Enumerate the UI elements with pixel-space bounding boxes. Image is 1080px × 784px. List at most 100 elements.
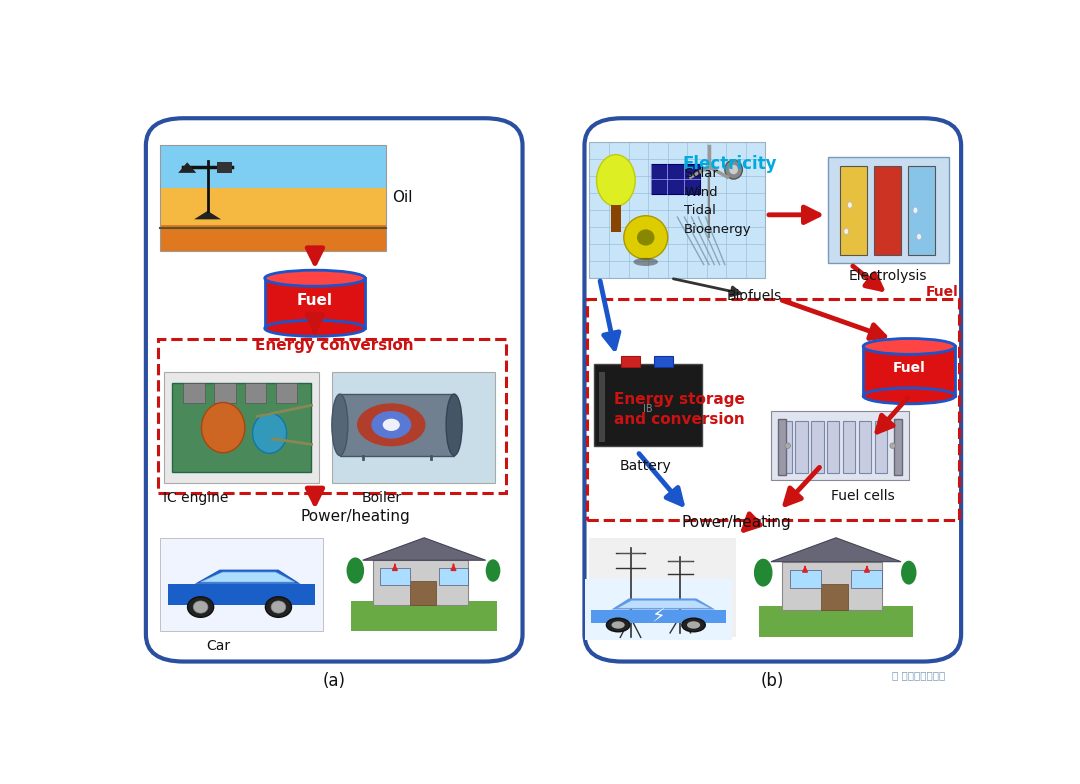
Text: (a): (a) bbox=[323, 672, 346, 690]
Bar bbox=[245, 383, 267, 403]
Bar bbox=[160, 538, 323, 631]
Bar bbox=[160, 145, 387, 209]
Bar bbox=[380, 568, 409, 585]
Ellipse shape bbox=[606, 618, 630, 632]
Bar bbox=[651, 164, 700, 194]
Bar bbox=[164, 372, 320, 484]
Bar bbox=[160, 187, 387, 230]
Bar bbox=[599, 372, 605, 442]
Bar bbox=[827, 422, 839, 474]
Text: Boiler: Boiler bbox=[362, 492, 402, 506]
Text: Oil: Oil bbox=[393, 191, 413, 205]
Bar bbox=[172, 383, 311, 472]
Bar bbox=[594, 364, 702, 446]
Text: Electricity: Electricity bbox=[683, 154, 777, 172]
Bar bbox=[778, 419, 786, 475]
Bar bbox=[332, 372, 495, 484]
Bar bbox=[842, 422, 855, 474]
Ellipse shape bbox=[634, 258, 658, 266]
Ellipse shape bbox=[253, 413, 286, 453]
Text: Fuel: Fuel bbox=[893, 361, 926, 376]
Ellipse shape bbox=[193, 601, 208, 613]
Bar bbox=[859, 422, 872, 474]
Ellipse shape bbox=[863, 339, 956, 354]
Ellipse shape bbox=[266, 597, 292, 617]
Text: 🔰 中国工程院院刊: 🔰 中国工程院院刊 bbox=[892, 670, 945, 680]
Bar bbox=[653, 356, 673, 367]
Bar bbox=[590, 538, 735, 637]
Bar bbox=[782, 561, 882, 609]
Bar bbox=[409, 581, 436, 605]
Bar bbox=[874, 166, 901, 255]
Text: Battery: Battery bbox=[620, 459, 672, 474]
Ellipse shape bbox=[754, 559, 772, 586]
Ellipse shape bbox=[725, 160, 742, 179]
Text: IB: IB bbox=[644, 405, 653, 415]
Polygon shape bbox=[363, 538, 486, 561]
Bar bbox=[851, 570, 882, 587]
Ellipse shape bbox=[265, 321, 365, 336]
Text: IC engine: IC engine bbox=[163, 492, 229, 506]
Ellipse shape bbox=[729, 165, 738, 174]
Bar bbox=[811, 422, 824, 474]
Bar bbox=[863, 347, 956, 396]
Text: Fuel: Fuel bbox=[926, 285, 959, 299]
Bar bbox=[214, 383, 235, 403]
Polygon shape bbox=[201, 572, 295, 582]
Bar bbox=[875, 422, 887, 474]
Polygon shape bbox=[178, 162, 197, 172]
Ellipse shape bbox=[611, 621, 624, 629]
Ellipse shape bbox=[202, 402, 245, 452]
Polygon shape bbox=[617, 600, 711, 608]
Ellipse shape bbox=[596, 154, 635, 206]
Text: Energy storage
and conversion: Energy storage and conversion bbox=[613, 392, 744, 426]
Text: (b): (b) bbox=[761, 672, 784, 690]
Ellipse shape bbox=[624, 216, 667, 260]
Bar bbox=[159, 339, 505, 492]
Text: Power/heating: Power/heating bbox=[300, 509, 410, 524]
Bar bbox=[590, 143, 766, 278]
Ellipse shape bbox=[848, 201, 852, 209]
Ellipse shape bbox=[332, 394, 348, 456]
Polygon shape bbox=[194, 211, 221, 220]
Polygon shape bbox=[591, 609, 726, 623]
Polygon shape bbox=[168, 584, 315, 605]
Text: Electrolysis: Electrolysis bbox=[849, 269, 928, 283]
FancyBboxPatch shape bbox=[146, 118, 523, 662]
Ellipse shape bbox=[372, 411, 411, 438]
Bar bbox=[610, 205, 621, 232]
Ellipse shape bbox=[681, 618, 705, 632]
Bar bbox=[183, 383, 204, 403]
Bar bbox=[758, 605, 914, 637]
Bar bbox=[438, 568, 468, 585]
Bar bbox=[265, 278, 365, 328]
Ellipse shape bbox=[890, 443, 895, 448]
Ellipse shape bbox=[265, 270, 365, 286]
Text: Biofuels: Biofuels bbox=[727, 289, 782, 303]
Bar bbox=[373, 561, 468, 605]
Bar bbox=[351, 601, 498, 631]
Ellipse shape bbox=[382, 419, 400, 431]
Text: Power/heating: Power/heating bbox=[681, 515, 791, 530]
Bar bbox=[780, 422, 792, 474]
Ellipse shape bbox=[486, 559, 500, 582]
Bar bbox=[275, 383, 297, 403]
Bar bbox=[789, 570, 821, 587]
Ellipse shape bbox=[446, 394, 462, 456]
Ellipse shape bbox=[637, 229, 654, 245]
Bar bbox=[217, 162, 232, 172]
FancyBboxPatch shape bbox=[584, 118, 961, 662]
Ellipse shape bbox=[271, 601, 286, 613]
Ellipse shape bbox=[357, 403, 426, 446]
Ellipse shape bbox=[901, 561, 917, 585]
Text: Fuel cells: Fuel cells bbox=[832, 489, 895, 503]
Text: Car: Car bbox=[206, 639, 231, 652]
Bar bbox=[821, 583, 849, 609]
Bar bbox=[585, 579, 732, 641]
Bar bbox=[894, 419, 902, 475]
Bar bbox=[771, 411, 909, 481]
Bar bbox=[160, 225, 387, 251]
Ellipse shape bbox=[705, 163, 713, 170]
Bar bbox=[340, 394, 454, 456]
Ellipse shape bbox=[843, 228, 849, 234]
